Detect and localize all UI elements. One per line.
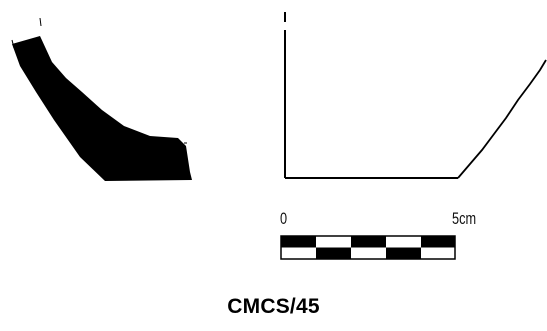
figure-caption: CMCS/45 [227,295,320,318]
profile-wall-line [457,59,547,179]
scale-block [316,247,351,259]
section-tick-top [39,17,42,27]
scale-start-label: 0 [280,209,288,228]
section-tick-left [11,39,15,49]
scale-block [386,247,421,259]
scale-block [351,236,386,248]
scale-block [421,236,455,248]
sherd-section-profile [12,36,192,181]
scale-block [281,236,316,248]
scale-bar [280,235,456,260]
scale-end-label: 5cm [452,209,477,228]
